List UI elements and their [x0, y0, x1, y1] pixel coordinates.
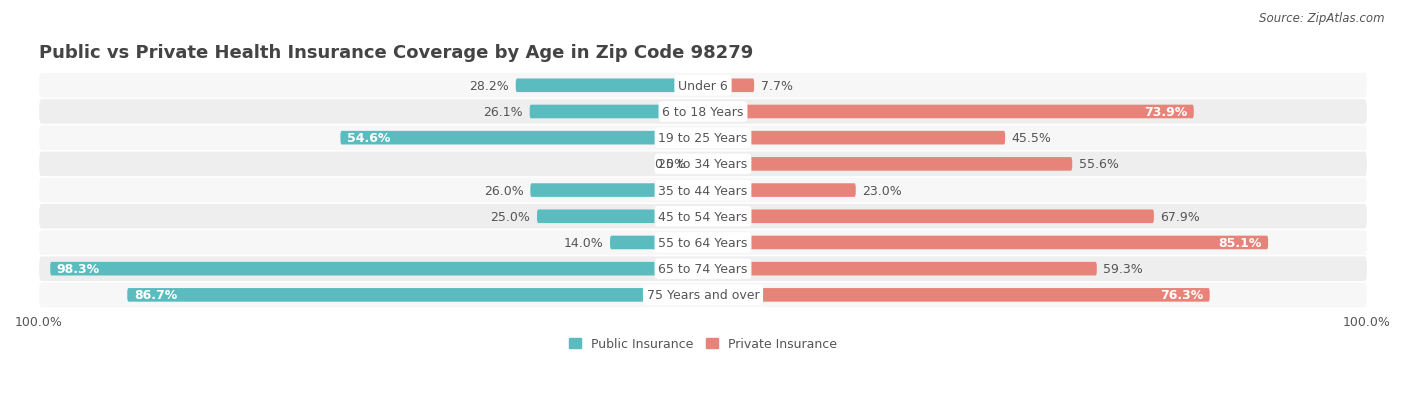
Text: 55 to 64 Years: 55 to 64 Years — [658, 236, 748, 249]
FancyBboxPatch shape — [530, 184, 703, 197]
Text: 65 to 74 Years: 65 to 74 Years — [658, 263, 748, 275]
FancyBboxPatch shape — [39, 100, 1367, 124]
Text: 76.3%: 76.3% — [1160, 289, 1204, 301]
FancyBboxPatch shape — [537, 210, 703, 223]
FancyBboxPatch shape — [693, 158, 703, 171]
FancyBboxPatch shape — [39, 126, 1367, 151]
Text: 23.0%: 23.0% — [862, 184, 903, 197]
FancyBboxPatch shape — [703, 184, 856, 197]
FancyBboxPatch shape — [703, 132, 1005, 145]
Text: Public vs Private Health Insurance Coverage by Age in Zip Code 98279: Public vs Private Health Insurance Cover… — [39, 44, 754, 62]
Text: 25.0%: 25.0% — [491, 210, 530, 223]
FancyBboxPatch shape — [703, 105, 1194, 119]
Text: 25 to 34 Years: 25 to 34 Years — [658, 158, 748, 171]
Text: 45 to 54 Years: 45 to 54 Years — [658, 210, 748, 223]
FancyBboxPatch shape — [530, 105, 703, 119]
Text: 26.1%: 26.1% — [484, 106, 523, 119]
Text: 85.1%: 85.1% — [1218, 236, 1261, 249]
FancyBboxPatch shape — [39, 257, 1367, 281]
Text: 0.0%: 0.0% — [654, 158, 686, 171]
FancyBboxPatch shape — [39, 152, 1367, 177]
Text: Under 6: Under 6 — [678, 80, 728, 93]
Text: 28.2%: 28.2% — [470, 80, 509, 93]
FancyBboxPatch shape — [39, 230, 1367, 255]
Text: 55.6%: 55.6% — [1078, 158, 1119, 171]
Legend: Public Insurance, Private Insurance: Public Insurance, Private Insurance — [564, 333, 842, 356]
Text: 26.0%: 26.0% — [484, 184, 523, 197]
Text: 6 to 18 Years: 6 to 18 Years — [662, 106, 744, 119]
Text: 54.6%: 54.6% — [347, 132, 391, 145]
FancyBboxPatch shape — [516, 79, 703, 93]
FancyBboxPatch shape — [703, 262, 1097, 276]
FancyBboxPatch shape — [703, 210, 1154, 223]
FancyBboxPatch shape — [703, 288, 1209, 302]
FancyBboxPatch shape — [51, 262, 703, 276]
Text: 45.5%: 45.5% — [1012, 132, 1052, 145]
Text: 14.0%: 14.0% — [564, 236, 603, 249]
FancyBboxPatch shape — [340, 132, 703, 145]
FancyBboxPatch shape — [39, 74, 1367, 98]
Text: 7.7%: 7.7% — [761, 80, 793, 93]
Text: 19 to 25 Years: 19 to 25 Years — [658, 132, 748, 145]
Text: 59.3%: 59.3% — [1104, 263, 1143, 275]
FancyBboxPatch shape — [703, 236, 1268, 250]
FancyBboxPatch shape — [703, 79, 754, 93]
FancyBboxPatch shape — [610, 236, 703, 250]
Text: 86.7%: 86.7% — [134, 289, 177, 301]
Text: 67.9%: 67.9% — [1160, 210, 1201, 223]
FancyBboxPatch shape — [703, 158, 1073, 171]
FancyBboxPatch shape — [39, 178, 1367, 203]
Text: 98.3%: 98.3% — [56, 263, 100, 275]
FancyBboxPatch shape — [39, 204, 1367, 229]
Text: 73.9%: 73.9% — [1144, 106, 1187, 119]
Text: Source: ZipAtlas.com: Source: ZipAtlas.com — [1260, 12, 1385, 25]
Text: 35 to 44 Years: 35 to 44 Years — [658, 184, 748, 197]
Text: 75 Years and over: 75 Years and over — [647, 289, 759, 301]
FancyBboxPatch shape — [39, 283, 1367, 307]
FancyBboxPatch shape — [128, 288, 703, 302]
